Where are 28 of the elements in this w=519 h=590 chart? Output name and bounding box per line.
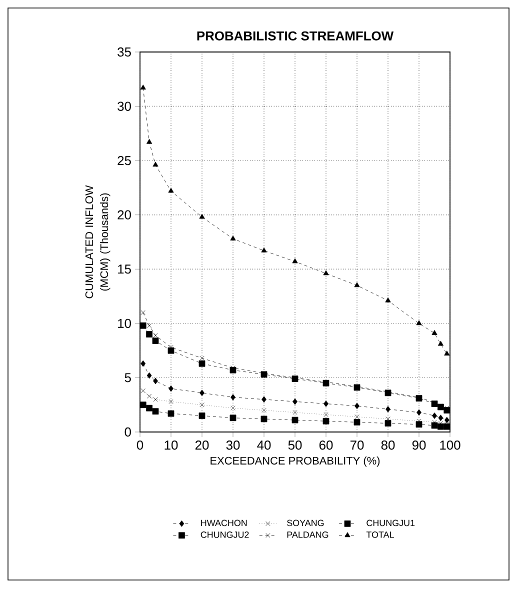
x-tick-label: 60 <box>319 440 333 450</box>
y-tick-label: 10 <box>118 318 131 328</box>
legend-label: SOYANG <box>287 520 324 526</box>
x-tick-label: 70 <box>350 440 364 450</box>
legend-label: CHUNGJU2 <box>200 532 249 538</box>
y-tick-label: 0 <box>124 427 131 437</box>
y-tick-label: 35 <box>118 47 131 57</box>
x-tick-label: 90 <box>412 440 426 450</box>
x-tick-label: 50 <box>288 440 302 450</box>
legend-label: PALDANG <box>287 532 328 538</box>
x-tick-label: 40 <box>257 440 271 450</box>
y-tick-label: 20 <box>118 210 131 220</box>
legend-label: HWACHON <box>201 520 247 526</box>
chart-title: PROBABILISTIC STREAMFLOW <box>197 31 394 40</box>
y-axis-title: CUMULATED INFLOW (MCM) (Thousands) <box>85 185 110 298</box>
x-tick-label: 80 <box>381 440 395 450</box>
x-tick-label: 100 <box>440 440 460 450</box>
x-tick-label: 0 <box>136 440 144 450</box>
x-tick-label: 30 <box>226 440 240 450</box>
x-tick-label: 10 <box>164 440 178 450</box>
x-axis-title: EXCEEDANCE PROBABILITY (%) <box>210 456 380 467</box>
y-tick-label: 15 <box>118 264 131 274</box>
x-tick-label: 20 <box>195 440 209 450</box>
y-tick-label: 5 <box>124 373 131 382</box>
y-tick-label: 30 <box>118 102 131 111</box>
legend-label: CHUNGJU1 <box>366 520 415 526</box>
y-tick-label: 25 <box>118 156 131 166</box>
legend-label: TOTAL <box>366 532 394 538</box>
